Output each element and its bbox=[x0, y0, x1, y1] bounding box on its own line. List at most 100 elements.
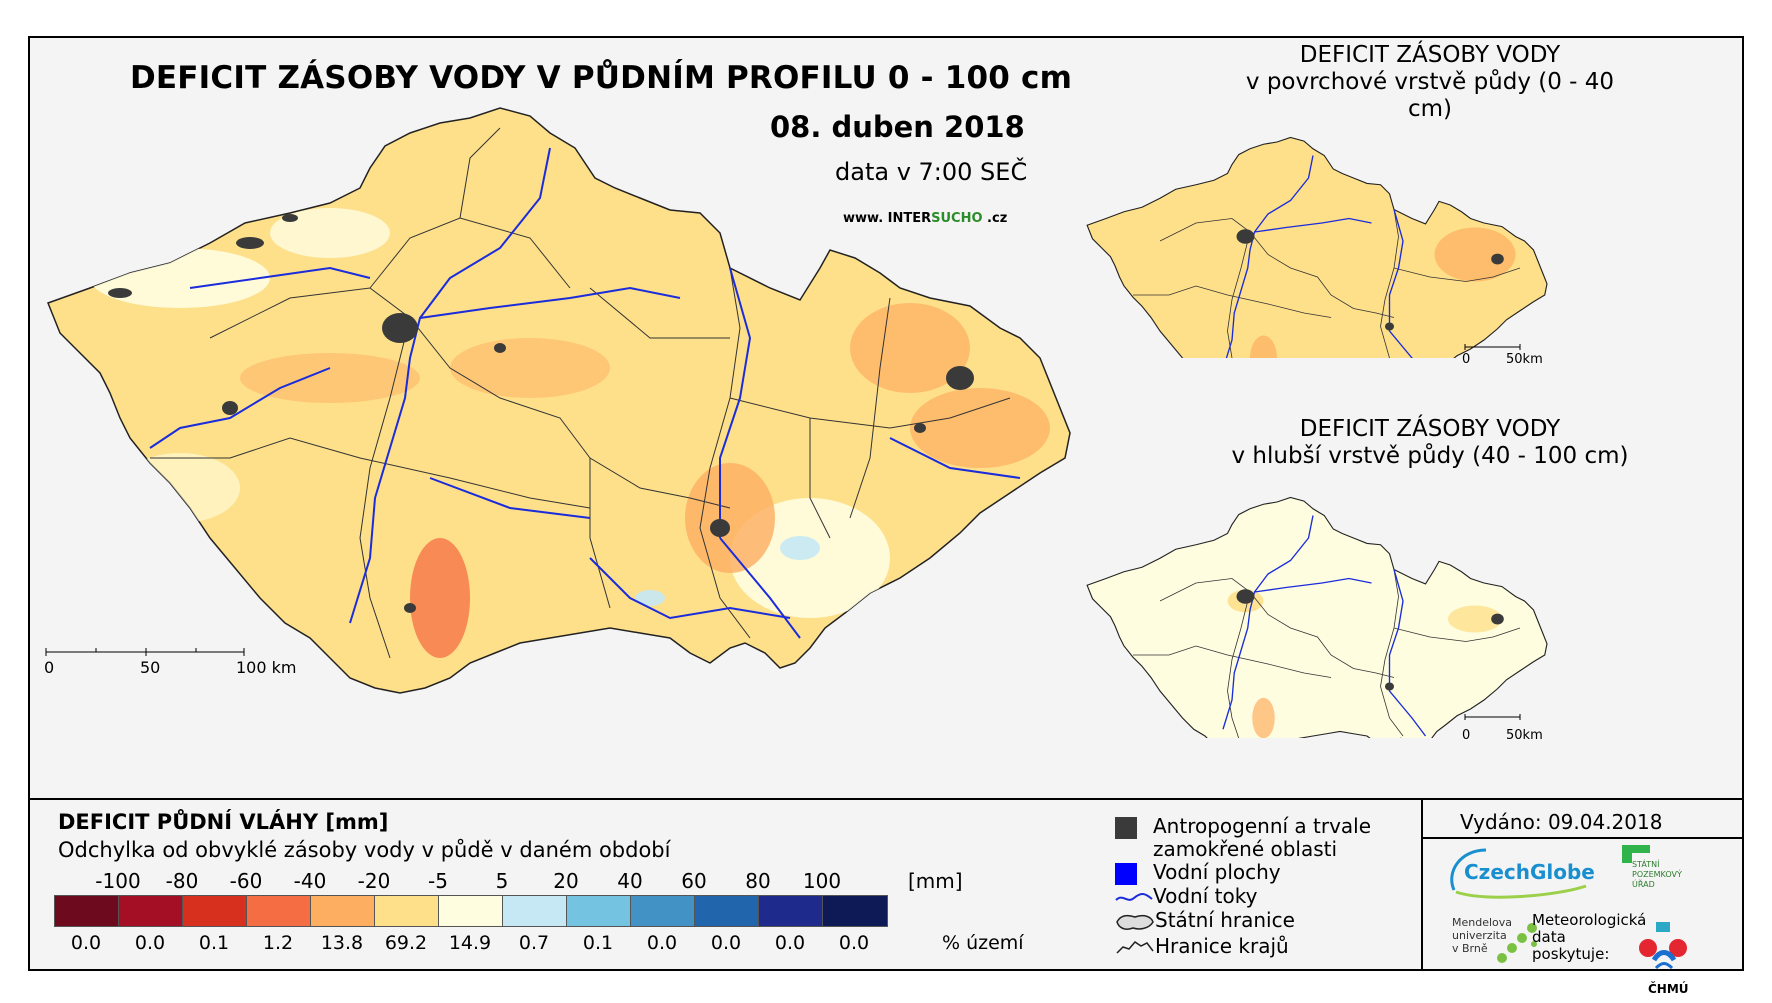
spu-text: STÁTNÍ POZEMKOVÝ ÚŘAD bbox=[1632, 860, 1682, 890]
legend-tick-label: 20 bbox=[553, 869, 579, 893]
inset-top-title-line1: DEFICIT ZÁSOBY VODY bbox=[1299, 42, 1561, 68]
mendel-line2: univerzita bbox=[1452, 929, 1507, 942]
main-scale-bar bbox=[45, 648, 245, 656]
intersucho-url[interactable]: www. INTERSUCHO .cz bbox=[843, 211, 1007, 226]
legend-tick-label: 60 bbox=[681, 869, 707, 893]
mendel-line3: v Brně bbox=[1452, 942, 1488, 955]
water-bodies-swatch bbox=[1115, 862, 1137, 885]
legend-color-cell bbox=[375, 896, 439, 926]
legend-tick-label: -20 bbox=[357, 869, 391, 893]
anthropogenic-areas-main bbox=[108, 214, 974, 613]
region-border-icon bbox=[1116, 940, 1154, 954]
legend-percent-value: 1.2 bbox=[262, 932, 294, 954]
legend-anthropogenic: Antropogenní a trvale bbox=[1115, 814, 1371, 839]
inset-bottom-scale-50: 50km bbox=[1506, 728, 1543, 743]
main-scale-100: 100 km bbox=[236, 658, 297, 677]
inset-bottom-scale-0: 0 bbox=[1462, 728, 1471, 743]
legend-color-bar bbox=[54, 895, 888, 927]
mendel-line1: Mendelova bbox=[1452, 916, 1513, 929]
main-map bbox=[47, 107, 1071, 694]
mendel-logo-text: Mendelova univerzita v Brně bbox=[1452, 916, 1512, 955]
legend-tick-label: -40 bbox=[293, 869, 327, 893]
inset-bottom-title: DEFICIT ZÁSOBY VODY v hlubší vrstvě půdy… bbox=[1230, 416, 1630, 470]
legend-percent-value: 0.1 bbox=[198, 932, 230, 954]
main-scale-50: 50 bbox=[140, 658, 161, 677]
legend-subtitle: Odchylka od obvyklé zásoby vody v půdě v… bbox=[58, 838, 671, 862]
legend-color-cell bbox=[119, 896, 183, 926]
legend-rivers: Vodní toky bbox=[1115, 884, 1257, 908]
legend-percent-value: 0.7 bbox=[518, 932, 550, 954]
legend-title: DEFICIT PŮDNÍ VLÁHY [mm] bbox=[58, 810, 389, 834]
mendel-logo-dots bbox=[1497, 923, 1537, 963]
spu-line2: POZEMKOVÝ bbox=[1632, 870, 1682, 879]
czechglobe-logo bbox=[1450, 848, 1587, 899]
main-map-time: data v 7:00 SEČ bbox=[835, 158, 1028, 186]
rivers-label: Vodní toky bbox=[1153, 884, 1258, 908]
legend-color-cell bbox=[567, 896, 631, 926]
map-area: DEFICIT ZÁSOBY VODY V PŮDNÍM PROFILU 0 -… bbox=[30, 38, 1742, 798]
water-bodies-label: Vodní plochy bbox=[1153, 860, 1281, 884]
legend-color-cell bbox=[631, 896, 695, 926]
legend-tick-label: -100 bbox=[95, 869, 141, 893]
main-map-title: DEFICIT ZÁSOBY VODY V PŮDNÍM PROFILU 0 -… bbox=[130, 60, 1073, 96]
legend-color-cell bbox=[823, 896, 887, 926]
map-frame: DEFICIT ZÁSOBY VODY V PŮDNÍM PROFILU 0 -… bbox=[28, 36, 1744, 996]
state-border-icon bbox=[1116, 914, 1154, 930]
web-prefix: www. INTER bbox=[843, 211, 932, 226]
legend-tick-label: 40 bbox=[617, 869, 643, 893]
legend-percent-value: 0.0 bbox=[70, 932, 102, 954]
spu-line3: ÚŘAD bbox=[1632, 880, 1655, 889]
inset-top-scale-0: 0 bbox=[1462, 352, 1471, 367]
inset-top-scale-50: 50km bbox=[1506, 352, 1543, 367]
legend-anthropogenic-line2: zamokřené oblasti bbox=[1153, 837, 1338, 861]
legend-tick-label: 80 bbox=[745, 869, 771, 893]
region-border-label: Hranice krajů bbox=[1155, 934, 1289, 958]
legend-color-cell bbox=[503, 896, 567, 926]
main-scale-0: 0 bbox=[44, 658, 55, 677]
legend-color-cell bbox=[695, 896, 759, 926]
inset-top-title-line2: v povrchové vrstvě půdy (0 - 40 cm) bbox=[1245, 69, 1615, 122]
legend-water-bodies: Vodní plochy bbox=[1115, 860, 1281, 885]
chmu-logo bbox=[1639, 922, 1687, 970]
legend-state-border: Státní hranice bbox=[1115, 908, 1295, 933]
legend-region-border: Hranice krajů bbox=[1115, 934, 1289, 959]
inset-bottom-map bbox=[1086, 496, 1548, 738]
legend-tick-label: -5 bbox=[428, 869, 448, 893]
legend-percent-value: 13.8 bbox=[320, 932, 364, 954]
legend-tick-label: 5 bbox=[495, 869, 509, 893]
state-border-label: Státní hranice bbox=[1155, 908, 1295, 932]
legend-tick-label: -80 bbox=[165, 869, 199, 893]
spu-line1: STÁTNÍ bbox=[1632, 860, 1660, 869]
meteo-line2: data bbox=[1532, 928, 1566, 946]
chmu-text: ČHMÚ bbox=[1648, 982, 1689, 996]
legend-percent-value: 14.9 bbox=[448, 932, 492, 954]
legend-color-cell bbox=[311, 896, 375, 926]
meteo-line1: Meteorologická bbox=[1532, 911, 1647, 929]
inset-bottom-title-line1: DEFICIT ZÁSOBY VODY bbox=[1299, 416, 1561, 442]
anthropogenic-label-1: Antropogenní a trvale bbox=[1153, 814, 1372, 838]
legend-divider bbox=[30, 798, 1742, 800]
issued-divider bbox=[1423, 837, 1742, 839]
anthropogenic-swatch bbox=[1115, 816, 1137, 839]
region-borders-main bbox=[150, 127, 1011, 659]
legend-percent-value: 0.1 bbox=[582, 932, 614, 954]
rivers-main bbox=[149, 147, 1021, 639]
legend-color-cell bbox=[759, 896, 823, 926]
legend-percent-value: 0.0 bbox=[710, 932, 742, 954]
czech-border-main bbox=[47, 107, 1071, 694]
legend-percent-value: 0.0 bbox=[838, 932, 870, 954]
spu-logo bbox=[1622, 845, 1650, 863]
legend-color-cell bbox=[183, 896, 247, 926]
legend-percent-value: 0.0 bbox=[134, 932, 166, 954]
river-line-icon bbox=[1115, 892, 1153, 901]
legend-color-cell bbox=[247, 896, 311, 926]
issued-date: Vydáno: 09.04.2018 bbox=[1460, 810, 1663, 834]
info-divider bbox=[1421, 800, 1423, 971]
legend-percent-value: 0.0 bbox=[774, 932, 806, 954]
legend-unit: [mm] bbox=[908, 869, 963, 893]
legend-percent-unit: % území bbox=[942, 932, 1024, 954]
meteo-data-text: Meteorologická data poskytuje: bbox=[1532, 912, 1646, 963]
inset-bottom-title-line2: v hlubší vrstvě půdy (40 - 100 cm) bbox=[1231, 443, 1629, 469]
inset-top-map bbox=[1086, 136, 1548, 358]
legend-color-cell bbox=[55, 896, 119, 926]
